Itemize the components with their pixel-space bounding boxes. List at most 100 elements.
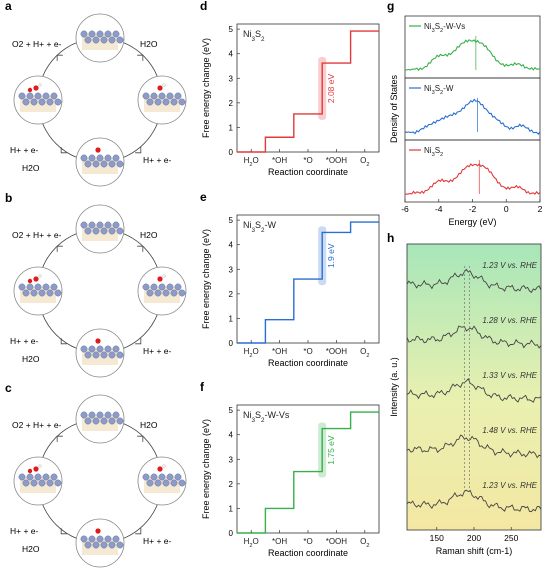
ni-atom xyxy=(22,289,30,297)
cycle-label-top-right: H2O xyxy=(140,420,158,430)
spectrum-label: 1.28 V vs. RHE xyxy=(482,316,537,325)
structure-node xyxy=(137,75,187,125)
ni-atom xyxy=(80,345,88,353)
legend-label-part: 2 xyxy=(440,28,443,34)
spectrum-label: 1.23 V vs. RHE xyxy=(482,481,537,490)
ni-atom xyxy=(112,154,120,162)
y-tick-label: 5 xyxy=(229,25,234,34)
x-tick-label: 2 xyxy=(538,204,543,214)
ni-atom xyxy=(96,411,104,419)
ni-atom xyxy=(112,345,120,353)
ni-atom xyxy=(166,473,174,481)
ni-atom xyxy=(154,98,162,106)
x-tick-label-part: 2 xyxy=(366,353,369,359)
x-tick-label-part: *OOH xyxy=(326,156,348,165)
ni-atom xyxy=(50,92,58,100)
x-tick-label-part: O xyxy=(360,347,366,356)
panel-letter-g: g xyxy=(387,0,394,13)
x-tick-label: O2 xyxy=(360,347,369,359)
legend-label: Ni3S2 xyxy=(424,146,443,158)
ni-atom xyxy=(92,417,100,425)
ni-atom xyxy=(166,92,174,100)
ni-atom xyxy=(116,417,124,425)
panel-series-label: Ni3S2-W xyxy=(243,220,277,234)
hydrogen-atom xyxy=(162,274,166,278)
x-tick-label-part: O xyxy=(360,156,366,165)
x-tick-label: *O xyxy=(303,537,312,546)
x-tick-label-part: *OH xyxy=(272,537,287,546)
panel-series-label-part: -W-Vs xyxy=(265,410,290,420)
ni-atom xyxy=(80,535,88,543)
x-tick-label: *OOH xyxy=(326,347,348,356)
x-tick-label: *O xyxy=(303,156,312,165)
ni-atom xyxy=(142,283,150,291)
slab-background xyxy=(144,477,180,493)
legend-label-part: -W xyxy=(443,84,454,93)
ni-atom xyxy=(146,98,154,106)
ni-atom xyxy=(174,473,182,481)
panel-series-label-part: 3 xyxy=(252,417,256,424)
ni-atom xyxy=(174,283,182,291)
y-tick-label: 2 xyxy=(229,290,234,299)
oxygen-atom xyxy=(27,87,33,93)
x-tick-label: *OH xyxy=(272,156,287,165)
ni-atom xyxy=(46,289,54,297)
hydrogen-atom xyxy=(162,83,166,87)
cycle-arrow xyxy=(137,245,144,252)
ni-atom xyxy=(112,535,120,543)
slab-background xyxy=(20,96,56,112)
ni-atom xyxy=(178,289,186,297)
ni-atom xyxy=(100,417,108,425)
cycle-label-bottom-right: H+ + e- xyxy=(143,536,172,546)
ni-atom xyxy=(88,345,96,353)
x-tick-label-part: *O xyxy=(303,347,312,356)
x-tick-label: *OH xyxy=(272,537,287,546)
hydrogen-atom xyxy=(38,83,42,87)
structure-node xyxy=(75,137,125,187)
cycle-label-top-right: H2O xyxy=(140,230,158,240)
ni-atom xyxy=(108,36,116,44)
raman-panel: h 1.23 V vs. RHE 1.28 V vs. RHE 1.33 V vs. … xyxy=(387,231,542,556)
ni-atom xyxy=(104,535,112,543)
x-tick-label: 0 xyxy=(504,204,509,214)
ni-atom xyxy=(116,227,124,235)
ni-atom xyxy=(42,283,50,291)
ni-atom xyxy=(84,36,92,44)
panel-series-label-part: S xyxy=(255,220,261,230)
panel-series-label-part: 2 xyxy=(261,417,265,424)
x-tick-label: O2 xyxy=(360,537,369,549)
cycle-label-top-left: O2 + H+ + e- xyxy=(12,39,62,49)
structure-node xyxy=(75,13,125,63)
slab-background xyxy=(144,287,180,303)
cycle-label-bottom-right: H+ + e- xyxy=(143,346,172,356)
ni-atom xyxy=(96,221,104,229)
step-annotation: 1.9 eV xyxy=(326,243,336,268)
plot-frame xyxy=(236,23,380,153)
ni-atom xyxy=(84,227,92,235)
y-tick-label: 5 xyxy=(229,406,234,415)
slab-background xyxy=(144,96,180,112)
raman-spectrum xyxy=(406,325,542,349)
ni-atom xyxy=(100,36,108,44)
ni-atom xyxy=(96,30,104,38)
x-tick-label: -6 xyxy=(401,204,409,214)
x-axis-label: Reaction coordinate xyxy=(268,167,348,177)
ni-atom xyxy=(100,351,108,359)
y-tick-label: 4 xyxy=(229,431,234,440)
ni-atom xyxy=(100,541,108,549)
ni-atom xyxy=(92,227,100,235)
ni-atom xyxy=(96,345,104,353)
panel-series-label: Ni3S2 xyxy=(243,29,265,43)
x-tick-label: O2 xyxy=(360,156,369,168)
catalytic-cycle-panels: a O2 + H+ + e- H2O H+ + e- H2O H+ + e-b O2 + H… xyxy=(5,0,187,568)
oxygen-atom xyxy=(33,276,39,282)
structure-node xyxy=(13,266,63,316)
slab-background xyxy=(82,34,118,50)
x-tick-label-part: H xyxy=(244,347,250,356)
ni-atom xyxy=(112,411,120,419)
ni-atom xyxy=(116,351,124,359)
y-tick-label: 2 xyxy=(229,480,234,489)
panel-series-label-part: Ni xyxy=(243,220,252,230)
oxygen-atom xyxy=(95,528,101,534)
legend-label-part: Ni xyxy=(424,84,432,93)
